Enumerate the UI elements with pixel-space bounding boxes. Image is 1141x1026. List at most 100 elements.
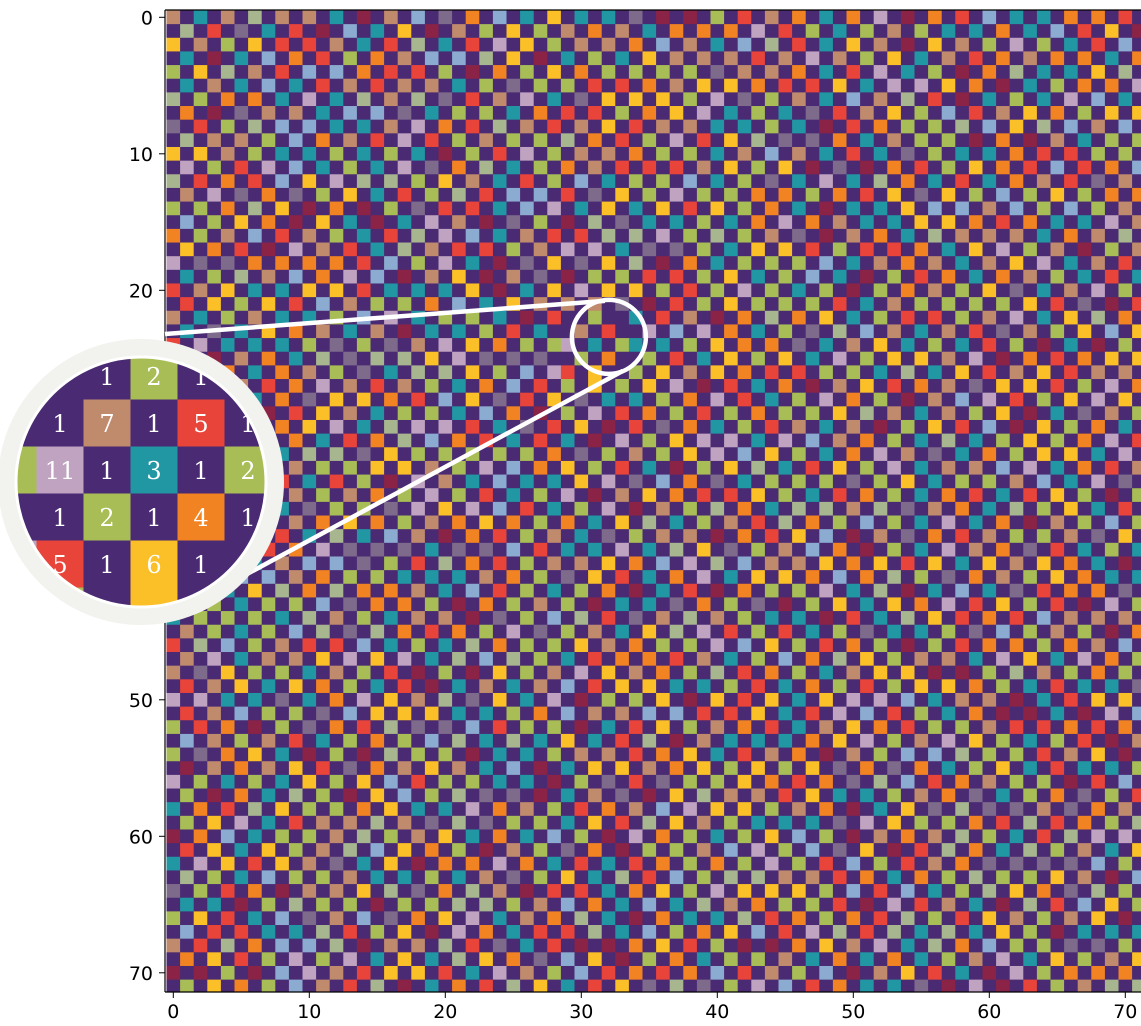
heatmap-cell — [1118, 174, 1133, 189]
heatmap-cell — [737, 570, 752, 585]
heatmap-cell — [166, 78, 181, 93]
heatmap-cell — [479, 133, 494, 148]
heatmap-cell — [520, 174, 535, 189]
heatmap-cell — [710, 884, 725, 899]
heatmap-cell — [928, 65, 943, 80]
heatmap-cell — [329, 379, 344, 394]
heatmap-cell — [411, 338, 426, 353]
heatmap-cell — [520, 447, 535, 462]
heatmap-cell — [574, 815, 589, 830]
heatmap-cell — [1091, 856, 1106, 871]
heatmap-cell — [1104, 310, 1119, 325]
heatmap-cell — [941, 897, 956, 912]
heatmap-cell — [275, 624, 290, 639]
heatmap-cell — [887, 774, 902, 789]
heatmap-cell — [1104, 78, 1119, 93]
heatmap-cell — [968, 215, 983, 230]
heatmap-cell — [1050, 92, 1065, 107]
heatmap-cell — [302, 160, 317, 175]
heatmap-cell — [601, 815, 616, 830]
heatmap-cell — [424, 597, 439, 612]
heatmap-cell — [819, 542, 834, 557]
heatmap-cell — [628, 133, 643, 148]
heatmap-cell — [724, 447, 739, 462]
heatmap-cell — [316, 65, 331, 80]
heatmap-cell — [1132, 733, 1141, 748]
heatmap-cell — [302, 365, 317, 380]
heatmap-cell — [438, 747, 453, 762]
heatmap-cell — [248, 884, 263, 899]
heatmap-cell — [764, 215, 779, 230]
heatmap-cell — [792, 911, 807, 926]
heatmap-cell — [356, 774, 371, 789]
heatmap-cell — [166, 37, 181, 52]
heatmap-cell — [370, 870, 385, 885]
heatmap-cell — [411, 187, 426, 202]
heatmap-cell — [764, 119, 779, 134]
heatmap-cell — [574, 174, 589, 189]
heatmap-cell — [696, 925, 711, 940]
heatmap-cell — [248, 92, 263, 107]
heatmap-cell — [492, 624, 507, 639]
heatmap-cell — [329, 283, 344, 298]
heatmap-cell — [778, 187, 793, 202]
heatmap-cell — [846, 338, 861, 353]
heatmap-cell — [234, 802, 249, 817]
heatmap-cell — [275, 733, 290, 748]
heatmap-cell — [397, 10, 412, 25]
heatmap-cell — [955, 174, 970, 189]
heatmap-cell — [275, 106, 290, 121]
heatmap-cell — [751, 911, 766, 926]
heatmap-cell — [329, 774, 344, 789]
heatmap-cell — [560, 365, 575, 380]
heatmap-cell — [778, 351, 793, 366]
heatmap-cell — [302, 925, 317, 940]
heatmap-cell — [356, 338, 371, 353]
heatmap-cell — [492, 692, 507, 708]
heatmap-cell — [696, 843, 711, 858]
heatmap-cell — [411, 92, 426, 107]
heatmap-cell — [1132, 611, 1141, 626]
heatmap-cell — [261, 611, 276, 626]
heatmap-cell — [1118, 119, 1133, 134]
heatmap-cell — [792, 897, 807, 912]
heatmap-cell — [1064, 925, 1079, 940]
heatmap-cell — [710, 10, 725, 25]
heatmap-cell — [792, 542, 807, 557]
heatmap-cell — [1118, 611, 1133, 626]
heatmap-cell — [356, 802, 371, 817]
heatmap-cell — [819, 92, 834, 107]
heatmap-cell — [520, 460, 535, 475]
heatmap-cell — [1118, 570, 1133, 585]
heatmap-cell — [1050, 665, 1065, 680]
heatmap-cell — [656, 692, 671, 708]
heatmap-cell — [343, 733, 358, 748]
heatmap-cell — [615, 351, 630, 366]
heatmap-cell — [860, 392, 875, 407]
heatmap-cell — [778, 515, 793, 530]
heatmap-cell — [1104, 542, 1119, 557]
heatmap-cell — [1118, 788, 1133, 803]
heatmap-cell — [696, 201, 711, 216]
heatmap-cell — [533, 938, 548, 953]
heatmap-cell — [642, 706, 657, 721]
heatmap-cell — [1077, 788, 1092, 803]
heatmap-cell — [261, 638, 276, 653]
heatmap-cell — [914, 815, 929, 830]
heatmap-cell — [302, 747, 317, 762]
heatmap-cell — [819, 174, 834, 189]
heatmap-cell — [370, 51, 385, 66]
heatmap-cell — [710, 829, 725, 844]
heatmap-cell — [316, 515, 331, 530]
heatmap-cell — [261, 802, 276, 817]
heatmap-cell — [1036, 774, 1051, 789]
heatmap-cell — [506, 146, 521, 162]
heatmap-cell — [220, 37, 235, 52]
heatmap-cell — [832, 597, 847, 612]
heatmap-cell — [166, 215, 181, 230]
heatmap-cell — [1104, 706, 1119, 721]
heatmap-cell — [1118, 228, 1133, 243]
heatmap-cell — [669, 174, 684, 189]
heatmap-cell — [642, 938, 657, 953]
heatmap-cell — [1036, 119, 1051, 134]
